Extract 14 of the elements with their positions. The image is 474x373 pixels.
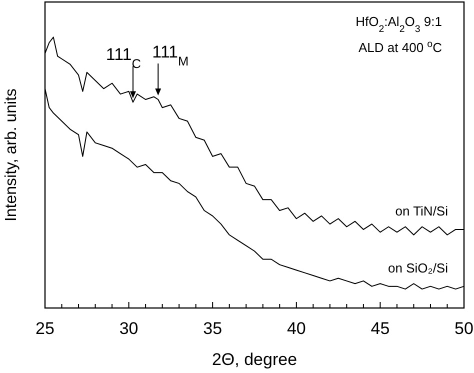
annotation: 111$_{C}$ (106, 45, 141, 71)
text: HfO$_{2}$:Al$_{2}$O$_{3}$ 9:1 (356, 14, 442, 34)
series-label: on SiO₂/Si (388, 260, 448, 276)
x-tick-label: 25 (36, 319, 54, 338)
annotation: ALD at 400 $^{o}$C (358, 38, 442, 55)
annotation: 111$_{M}$ (152, 42, 189, 68)
x-tick-label: 50 (454, 319, 474, 338)
x-axis-title: 2Θ, degree (212, 350, 298, 369)
x-tick-label: 30 (119, 319, 138, 338)
x-tick-label: 35 (203, 319, 222, 338)
x-tick-label: 40 (286, 319, 306, 338)
x-tick-label: 45 (370, 319, 390, 338)
series-label: on TiN/Si (395, 203, 448, 218)
y-axis-title: Intensity, arb. units (3, 88, 20, 222)
